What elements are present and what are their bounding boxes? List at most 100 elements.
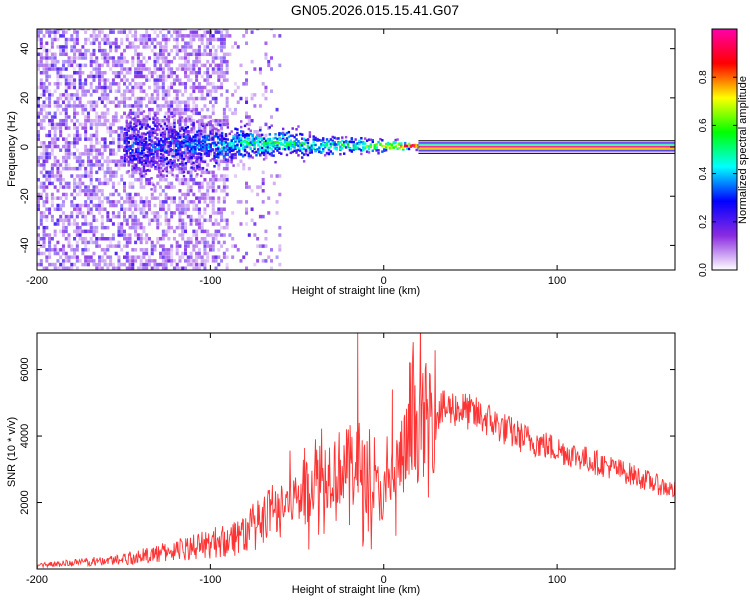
noise-cell	[84, 170, 88, 175]
signal-cell	[371, 149, 375, 153]
noise-cell	[208, 37, 212, 42]
noise-cell	[53, 30, 57, 34]
noise-cell	[186, 236, 190, 241]
noise-cell	[70, 96, 74, 101]
noise-cell	[106, 52, 110, 57]
noise-cell	[178, 244, 182, 248]
noise-cell	[42, 244, 46, 248]
noise-cell	[184, 211, 188, 215]
noise-cell	[134, 255, 138, 259]
noise-cell	[247, 166, 251, 171]
noise-cell	[56, 107, 60, 112]
signal-cell	[259, 128, 262, 132]
noise-cell	[181, 251, 185, 256]
signal-cell	[178, 127, 182, 131]
signal-cell	[146, 115, 149, 118]
noise-cell	[109, 133, 113, 138]
noise-cell	[164, 74, 168, 79]
noise-cell	[200, 214, 204, 219]
noise-cell	[220, 244, 224, 248]
noise-cell	[153, 45, 157, 49]
signal-cell	[241, 147, 245, 151]
noise-cell	[89, 152, 93, 156]
noise-cell	[164, 262, 168, 267]
noise-cell	[208, 185, 212, 189]
signal-cell	[249, 154, 252, 157]
noise-cell	[78, 236, 82, 241]
signal-cell	[182, 139, 186, 142]
noise-cell	[136, 233, 140, 237]
noise-cell	[239, 159, 243, 164]
signal-cell	[207, 138, 210, 142]
noise-cell	[225, 100, 229, 105]
noise-cell	[56, 251, 60, 256]
noise-cell	[53, 122, 57, 127]
noise-cell	[103, 52, 107, 57]
noise-cell	[131, 59, 135, 64]
noise-cell	[181, 29, 185, 31]
signal-cell	[184, 154, 188, 158]
noise-cell	[122, 244, 126, 248]
signal-cell	[138, 140, 142, 144]
noise-cell	[50, 118, 54, 123]
signal-cell	[178, 152, 182, 156]
signal-cell	[127, 155, 130, 159]
noise-cell	[98, 48, 102, 53]
noise-cell	[184, 130, 188, 134]
noise-cell	[217, 233, 221, 237]
signal-cell	[348, 149, 352, 152]
noise-cell	[109, 240, 113, 245]
noise-cell	[81, 63, 85, 68]
noise-cell	[117, 259, 121, 263]
noise-cell	[70, 262, 74, 267]
signal-cell	[362, 142, 365, 146]
noise-cell	[120, 137, 124, 141]
signal-cell	[287, 135, 291, 139]
noise-cell	[197, 251, 201, 256]
noise-cell	[225, 218, 229, 223]
colorbar-tick-label: 0.2	[698, 214, 709, 228]
signal-cell	[213, 159, 216, 162]
noise-cell	[111, 82, 115, 86]
noise-cell	[117, 222, 121, 226]
noise-cell	[247, 233, 251, 237]
signal-cell	[186, 142, 190, 145]
noise-cell	[64, 78, 68, 82]
signal-cell	[262, 158, 266, 161]
signal-cell	[310, 143, 313, 147]
carrier-band	[418, 142, 675, 144]
signal-cell	[367, 147, 371, 151]
noise-cell	[59, 70, 63, 75]
noise-cell	[178, 48, 182, 53]
noise-cell	[78, 233, 82, 237]
noise-cell	[172, 144, 176, 149]
noise-cell	[53, 111, 57, 116]
signal-cell	[249, 142, 252, 146]
signal-cell	[323, 142, 327, 146]
noise-cell	[125, 59, 129, 64]
noise-cell	[142, 37, 146, 42]
noise-cell	[253, 233, 257, 237]
noise-cell	[48, 240, 52, 245]
noise-cell	[53, 144, 57, 149]
noise-cell	[220, 233, 224, 237]
noise-cell	[200, 192, 204, 197]
signal-cell	[201, 142, 205, 146]
signal-cell	[150, 176, 153, 180]
noise-cell	[136, 170, 140, 175]
signal-cell	[260, 151, 264, 155]
signal-cell	[135, 157, 138, 161]
noise-cell	[184, 41, 188, 45]
noise-cell	[211, 207, 215, 211]
signal-cell	[260, 149, 264, 152]
signal-cell	[217, 147, 220, 150]
noise-cell	[120, 37, 124, 42]
noise-cell	[70, 56, 74, 60]
signal-cell	[199, 158, 203, 161]
signal-cell	[308, 135, 312, 138]
noise-cell	[84, 144, 88, 149]
noise-cell	[153, 30, 157, 34]
signal-cell	[211, 136, 214, 140]
noise-cell	[197, 207, 201, 211]
signal-cell	[228, 150, 231, 154]
